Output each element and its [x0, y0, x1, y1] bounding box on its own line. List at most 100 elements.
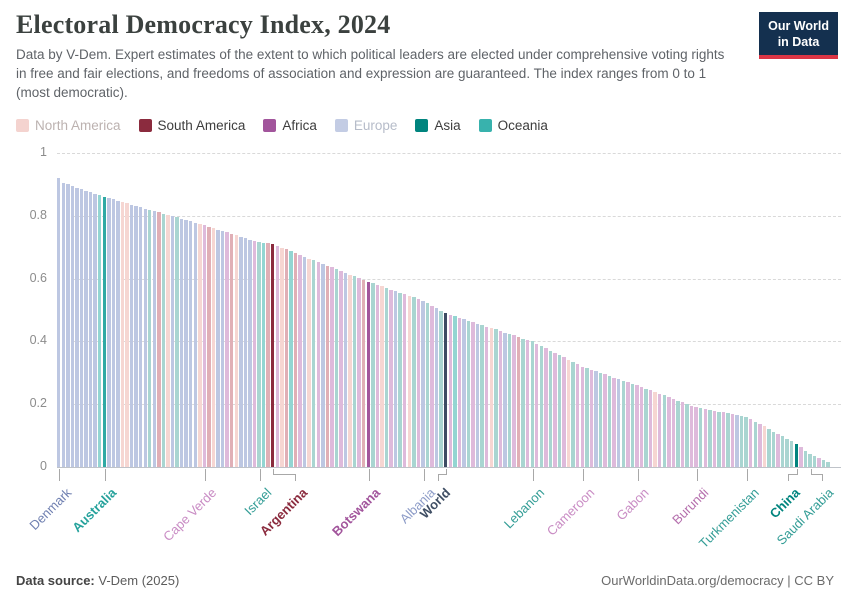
- bar[interactable]: [211, 228, 216, 467]
- bar[interactable]: [330, 267, 334, 467]
- bar[interactable]: [566, 359, 571, 467]
- bar-albania[interactable]: [421, 300, 425, 467]
- bar[interactable]: [712, 410, 717, 467]
- bar[interactable]: [157, 212, 161, 467]
- bar[interactable]: [612, 377, 616, 467]
- bar[interactable]: [730, 414, 735, 467]
- bar[interactable]: [61, 182, 65, 467]
- bar[interactable]: [84, 190, 88, 467]
- bar[interactable]: [630, 383, 635, 467]
- bar-argentina[interactable]: [270, 244, 275, 467]
- bar[interactable]: [762, 426, 767, 467]
- bar[interactable]: [170, 216, 175, 467]
- bar[interactable]: [512, 335, 516, 467]
- bar-world[interactable]: [444, 313, 448, 467]
- bar[interactable]: [311, 260, 316, 467]
- bar[interactable]: [703, 408, 707, 467]
- bar[interactable]: [562, 357, 566, 467]
- bar[interactable]: [594, 371, 598, 467]
- bar[interactable]: [448, 314, 452, 467]
- bar[interactable]: [148, 209, 152, 467]
- bar[interactable]: [680, 402, 685, 467]
- bar[interactable]: [161, 213, 166, 467]
- bar[interactable]: [403, 294, 407, 467]
- x-label-cameroon[interactable]: Cameroon: [543, 485, 598, 539]
- bar[interactable]: [134, 206, 138, 467]
- bar[interactable]: [375, 284, 380, 467]
- bar[interactable]: [776, 434, 780, 467]
- bar[interactable]: [548, 350, 553, 467]
- bar[interactable]: [75, 187, 79, 467]
- bar[interactable]: [480, 325, 484, 467]
- bar[interactable]: [352, 276, 357, 467]
- bar[interactable]: [462, 319, 466, 467]
- x-label-denmark[interactable]: Denmark: [25, 485, 74, 533]
- bar[interactable]: [780, 436, 785, 467]
- bar[interactable]: [685, 403, 689, 467]
- bar[interactable]: [407, 295, 412, 467]
- bar-australia[interactable]: [102, 196, 106, 467]
- bar[interactable]: [708, 409, 712, 467]
- bar[interactable]: [535, 343, 539, 467]
- bar[interactable]: [721, 412, 726, 467]
- bar[interactable]: [248, 239, 252, 467]
- legend-item-oceania[interactable]: Oceania: [478, 118, 548, 133]
- bar[interactable]: [79, 189, 84, 467]
- bar[interactable]: [129, 204, 134, 467]
- bar[interactable]: [790, 441, 794, 467]
- bar[interactable]: [189, 221, 193, 467]
- bar[interactable]: [735, 415, 739, 467]
- bar[interactable]: [325, 265, 330, 467]
- bar[interactable]: [393, 291, 398, 467]
- bar-gabon[interactable]: [635, 385, 639, 467]
- bar-china[interactable]: [794, 443, 799, 467]
- bar[interactable]: [266, 243, 270, 467]
- bar[interactable]: [589, 369, 594, 467]
- bar-cape-verde[interactable]: [202, 225, 207, 467]
- bar[interactable]: [507, 333, 512, 467]
- x-label-israel[interactable]: Israel: [241, 485, 275, 519]
- x-label-cape-verde[interactable]: Cape Verde: [160, 485, 220, 545]
- bar[interactable]: [767, 429, 771, 467]
- bar[interactable]: [671, 398, 676, 467]
- bar[interactable]: [120, 201, 125, 467]
- bar[interactable]: [453, 315, 457, 467]
- bar[interactable]: [667, 397, 671, 467]
- bar-lebanon[interactable]: [530, 341, 534, 467]
- bar[interactable]: [107, 198, 111, 467]
- bar[interactable]: [398, 292, 402, 467]
- bar[interactable]: [425, 303, 430, 467]
- bar[interactable]: [357, 278, 361, 467]
- bar[interactable]: [717, 411, 721, 467]
- bar[interactable]: [284, 249, 289, 467]
- bar[interactable]: [348, 274, 352, 467]
- bar[interactable]: [457, 317, 462, 467]
- bar[interactable]: [803, 450, 808, 467]
- bar[interactable]: [557, 355, 562, 467]
- bar[interactable]: [466, 320, 471, 467]
- bar[interactable]: [384, 288, 389, 467]
- bar[interactable]: [371, 283, 375, 467]
- legend-item-asia[interactable]: Asia: [415, 118, 461, 133]
- bar[interactable]: [275, 245, 279, 467]
- bar[interactable]: [234, 235, 238, 467]
- x-label-burundi[interactable]: Burundi: [669, 485, 712, 528]
- bar[interactable]: [66, 184, 70, 467]
- x-label-australia[interactable]: Australia: [69, 485, 120, 535]
- bar[interactable]: [280, 247, 284, 467]
- bar[interactable]: [198, 223, 202, 467]
- bar[interactable]: [93, 193, 97, 467]
- bar[interactable]: [503, 332, 507, 467]
- bar[interactable]: [343, 272, 348, 467]
- bar[interactable]: [603, 374, 607, 467]
- x-label-botswana[interactable]: Botswana: [329, 485, 384, 540]
- bar[interactable]: [243, 238, 248, 467]
- bar[interactable]: [116, 200, 120, 467]
- bar[interactable]: [216, 229, 220, 467]
- bar[interactable]: [698, 408, 703, 467]
- bar[interactable]: [516, 337, 521, 467]
- bar[interactable]: [644, 388, 648, 467]
- bar[interactable]: [607, 375, 612, 467]
- bar[interactable]: [97, 195, 102, 467]
- bar[interactable]: [799, 447, 803, 467]
